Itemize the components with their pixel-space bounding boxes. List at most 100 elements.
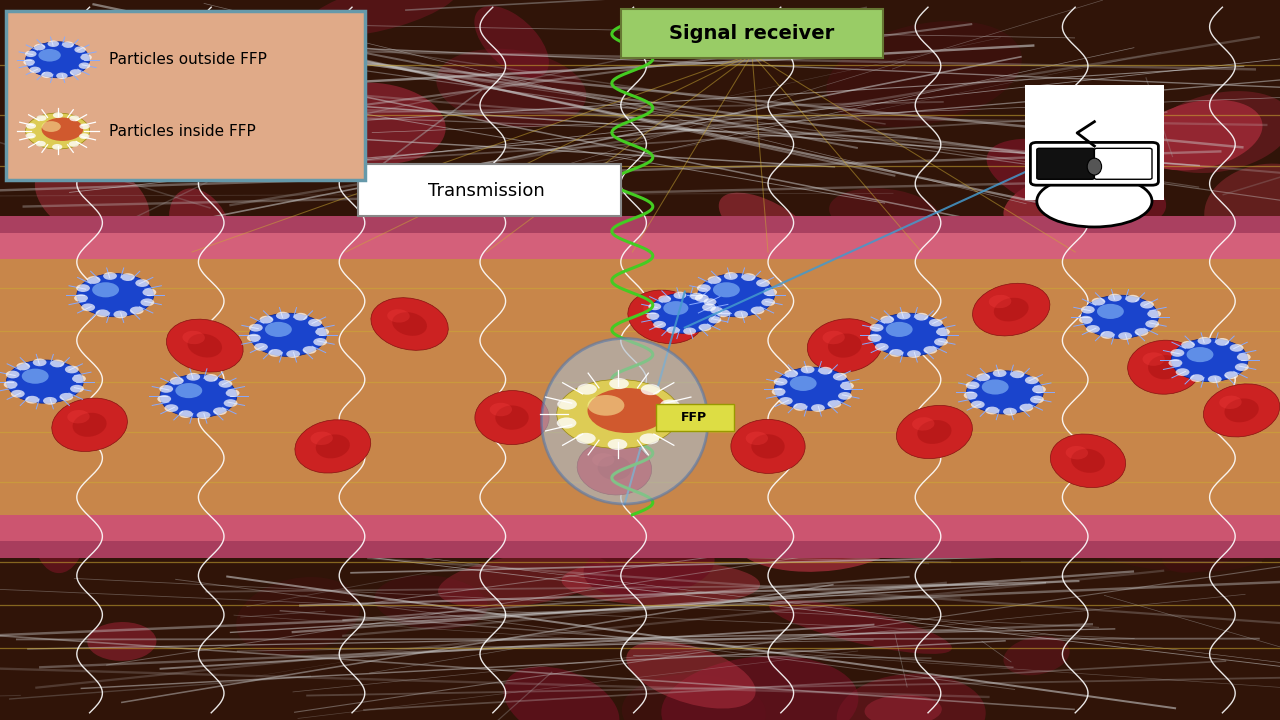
Circle shape [79, 133, 90, 139]
Circle shape [1019, 404, 1033, 412]
Circle shape [260, 315, 274, 323]
Circle shape [588, 395, 625, 415]
Circle shape [225, 390, 239, 397]
Circle shape [26, 133, 36, 139]
Ellipse shape [649, 305, 682, 329]
Text: Particles inside FFP: Particles inside FFP [109, 124, 256, 138]
Circle shape [56, 73, 68, 79]
Circle shape [869, 324, 883, 332]
Ellipse shape [828, 333, 861, 358]
Circle shape [104, 272, 116, 280]
Ellipse shape [622, 674, 765, 720]
Ellipse shape [475, 391, 549, 444]
Circle shape [52, 112, 63, 118]
Ellipse shape [731, 420, 805, 473]
Ellipse shape [1051, 434, 1125, 487]
Circle shape [1140, 301, 1155, 309]
Circle shape [1236, 354, 1251, 361]
Circle shape [250, 313, 326, 356]
Circle shape [641, 384, 660, 395]
Ellipse shape [490, 402, 512, 416]
Circle shape [659, 418, 680, 429]
Circle shape [1147, 310, 1161, 318]
Circle shape [1146, 320, 1160, 328]
Circle shape [10, 390, 24, 397]
Circle shape [142, 289, 156, 296]
Circle shape [1235, 363, 1249, 371]
Ellipse shape [13, 54, 157, 138]
Circle shape [717, 310, 731, 318]
Circle shape [52, 144, 63, 150]
Circle shape [159, 385, 173, 393]
FancyBboxPatch shape [0, 515, 1280, 558]
Circle shape [269, 349, 283, 357]
Circle shape [774, 367, 851, 410]
Circle shape [663, 301, 689, 315]
Circle shape [1215, 338, 1229, 346]
Circle shape [908, 350, 920, 358]
Ellipse shape [1004, 636, 1070, 675]
Circle shape [640, 433, 659, 444]
Circle shape [1187, 347, 1213, 362]
Ellipse shape [989, 294, 1011, 308]
Circle shape [818, 366, 832, 374]
Circle shape [293, 312, 307, 320]
Ellipse shape [562, 559, 760, 606]
Circle shape [175, 383, 202, 398]
FancyBboxPatch shape [1030, 143, 1158, 185]
Ellipse shape [1087, 158, 1102, 175]
Circle shape [840, 382, 854, 390]
Circle shape [1032, 386, 1046, 393]
Circle shape [197, 411, 210, 419]
Circle shape [38, 49, 61, 61]
Ellipse shape [436, 49, 586, 127]
Ellipse shape [913, 417, 934, 431]
Ellipse shape [993, 298, 1029, 321]
Ellipse shape [1004, 176, 1091, 228]
Circle shape [74, 46, 86, 53]
Ellipse shape [78, 87, 233, 174]
Ellipse shape [183, 330, 205, 344]
Circle shape [914, 312, 928, 320]
FancyBboxPatch shape [657, 404, 735, 431]
Text: Transmission: Transmission [428, 181, 545, 199]
Circle shape [6, 360, 83, 403]
Circle shape [5, 371, 19, 379]
Circle shape [26, 42, 90, 78]
FancyBboxPatch shape [0, 216, 1280, 233]
Circle shape [827, 400, 841, 408]
Circle shape [982, 379, 1009, 395]
FancyBboxPatch shape [358, 164, 621, 216]
Circle shape [253, 343, 268, 351]
Ellipse shape [166, 319, 243, 372]
Ellipse shape [823, 330, 845, 344]
Ellipse shape [51, 398, 128, 451]
Circle shape [790, 376, 817, 391]
Circle shape [224, 399, 238, 407]
Circle shape [26, 123, 36, 129]
Circle shape [1079, 316, 1093, 323]
Ellipse shape [973, 283, 1050, 336]
Circle shape [22, 369, 49, 384]
Circle shape [609, 378, 628, 389]
Circle shape [41, 71, 52, 78]
Circle shape [649, 293, 721, 333]
Circle shape [308, 319, 323, 327]
Circle shape [772, 388, 786, 395]
Circle shape [33, 359, 46, 366]
Ellipse shape [306, 0, 458, 37]
Circle shape [778, 397, 792, 405]
Circle shape [69, 141, 79, 147]
Circle shape [36, 115, 46, 121]
Ellipse shape [827, 21, 1021, 127]
Ellipse shape [1147, 91, 1280, 173]
Text: Signal receiver: Signal receiver [669, 24, 835, 42]
Circle shape [750, 307, 764, 315]
Ellipse shape [808, 319, 882, 372]
Circle shape [577, 384, 596, 395]
Circle shape [70, 384, 84, 392]
Ellipse shape [541, 338, 708, 504]
Circle shape [1119, 332, 1132, 340]
Ellipse shape [769, 600, 952, 654]
Circle shape [576, 433, 595, 444]
